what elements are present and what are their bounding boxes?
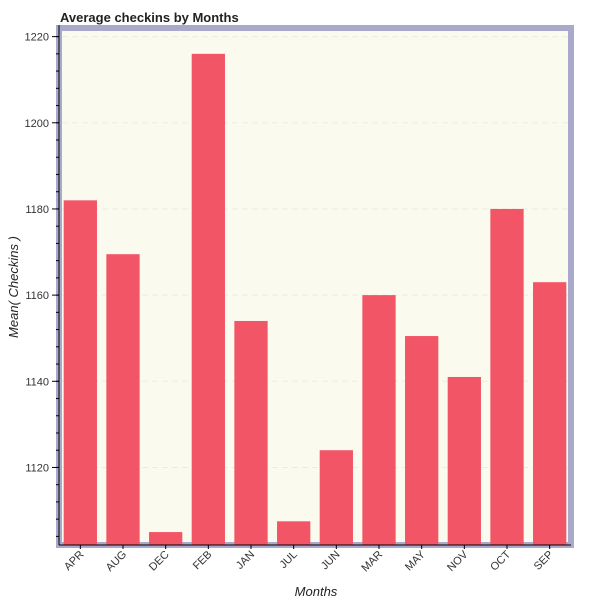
bar-jun — [319, 450, 353, 545]
x-tick-label: DEC — [147, 549, 172, 574]
y-tick-label: 1160 — [25, 290, 49, 302]
bar-dec — [149, 532, 183, 545]
bar-oct — [490, 208, 524, 545]
x-tick-label: OCT — [488, 548, 513, 573]
y-axis-label: Mean( Checkins ) — [6, 236, 21, 338]
x-tick-label: AUG — [104, 549, 129, 574]
bar-jan — [234, 320, 268, 545]
x-tick-label: MAY — [403, 548, 428, 573]
bar-aug — [106, 254, 140, 545]
chart-title: Average checkins by Months — [60, 10, 239, 25]
bar-feb — [191, 53, 225, 545]
x-tick-label: JUL — [277, 549, 299, 571]
y-tick-label: 1120 — [25, 462, 49, 474]
x-tick-label: JAN — [234, 549, 257, 572]
y-tick-label: 1220 — [25, 32, 49, 44]
x-tick-label: MAR — [359, 549, 385, 575]
plot-background — [56, 25, 574, 548]
x-tick-label: SEP — [532, 549, 556, 573]
bar-sep — [533, 282, 567, 545]
plot-area — [56, 25, 574, 548]
bar-jul — [277, 521, 311, 545]
y-tick-label: 1140 — [25, 376, 49, 388]
y-tick-label: 1180 — [25, 204, 49, 216]
bar-nov — [447, 376, 481, 545]
x-axis-label: Months — [295, 584, 338, 599]
x-tick-label: FEB — [191, 549, 215, 573]
x-tick-label: JUN — [319, 549, 343, 573]
x-tick-label: APR — [62, 549, 87, 574]
x-axis: APR AUG DEC FEB JAN JUL JUN MAR MAY NOV OCT SEP — [59, 544, 571, 575]
y-axis: 1120 1140 1160 1180 1200 1220 — [25, 25, 60, 545]
x-tick-label: NOV — [445, 548, 471, 574]
bar-may — [405, 336, 439, 545]
bar-mar — [362, 295, 396, 545]
y-tick-label: 1200 — [25, 118, 49, 130]
bar-apr — [63, 200, 97, 546]
